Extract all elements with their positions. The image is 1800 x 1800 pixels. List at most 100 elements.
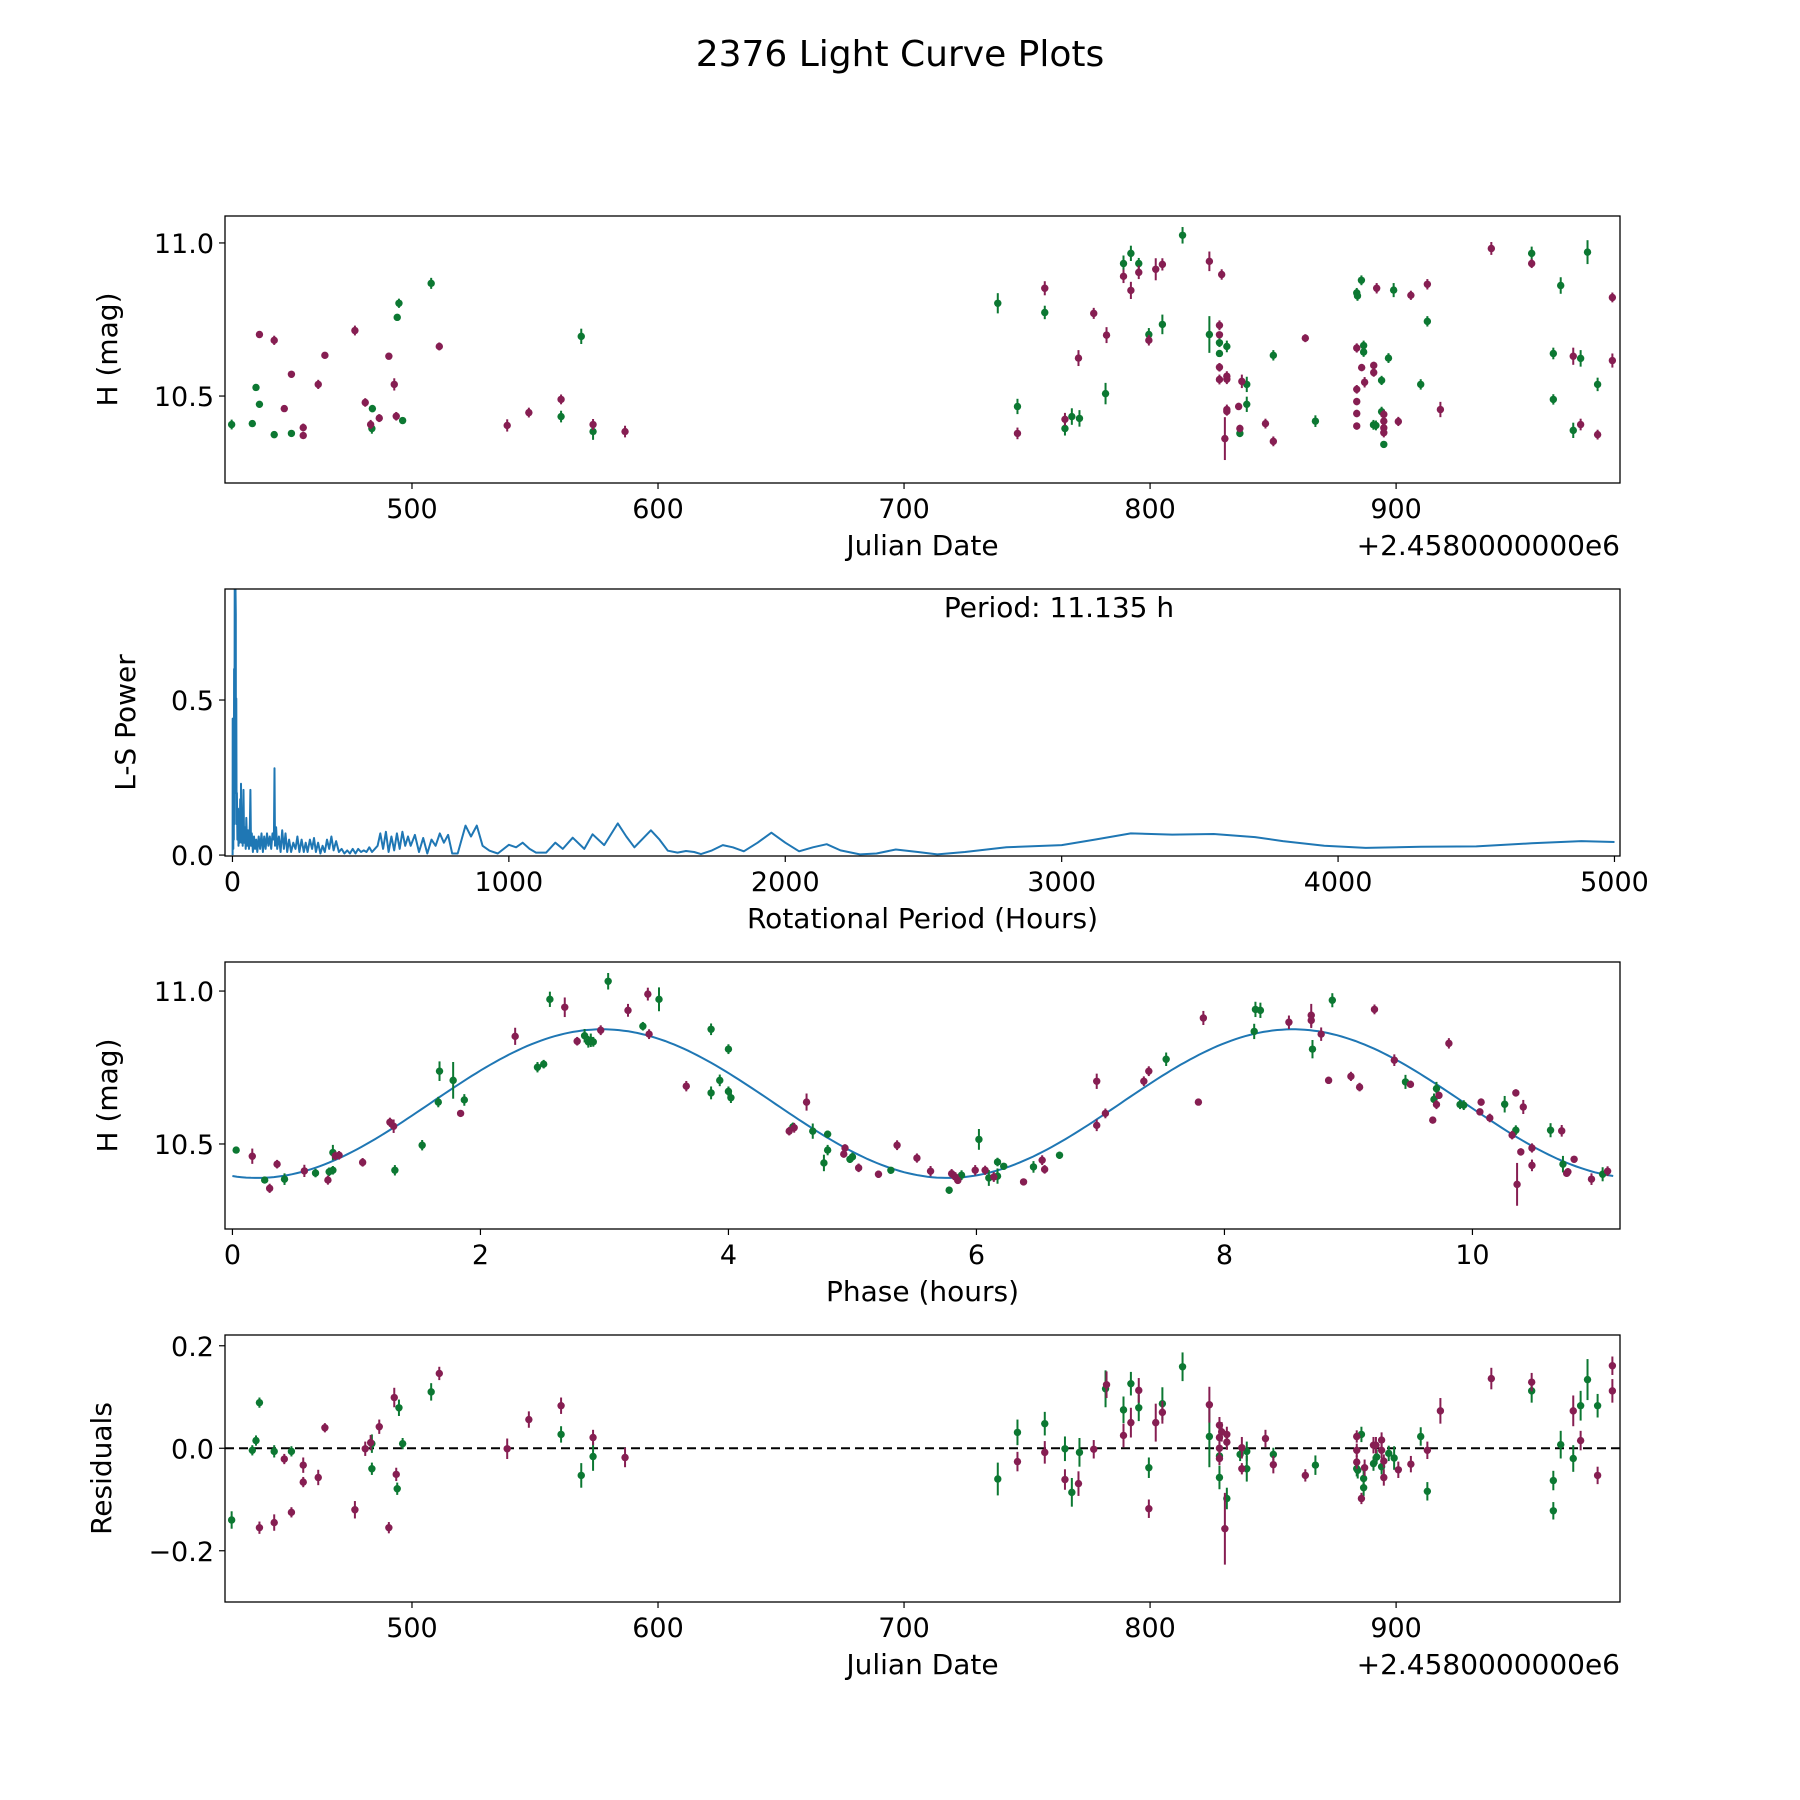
data-marker <box>1549 1507 1558 1515</box>
data-point <box>1476 1108 1484 1116</box>
data-point <box>314 379 322 389</box>
data-marker <box>392 1470 400 1479</box>
data-marker <box>1223 407 1231 416</box>
data-point <box>1608 353 1617 368</box>
data-marker <box>557 395 565 404</box>
data-marker <box>1380 1473 1388 1482</box>
data-marker <box>820 1159 828 1167</box>
data-marker <box>1353 397 1361 406</box>
data-marker <box>248 1446 257 1455</box>
data-marker <box>1576 420 1585 429</box>
y-tick-label: −0.2 <box>148 1537 214 1568</box>
data-marker <box>1199 1014 1208 1022</box>
light-curve-plot-area <box>227 227 1617 461</box>
data-point <box>1243 396 1251 412</box>
data-marker <box>391 1166 399 1174</box>
data-point <box>1549 347 1558 360</box>
data-point <box>1127 245 1135 262</box>
data-marker <box>1562 1169 1571 1178</box>
data-point <box>1250 1023 1258 1040</box>
data-marker <box>1423 317 1432 326</box>
data-marker <box>1432 1084 1441 1093</box>
data-marker <box>1527 259 1536 268</box>
data-marker <box>1061 1475 1069 1484</box>
data-point <box>1162 1052 1170 1066</box>
data-point <box>287 1446 296 1457</box>
data-marker <box>265 1184 274 1193</box>
data-point <box>1423 1482 1432 1501</box>
data-marker <box>1390 1056 1399 1064</box>
data-marker <box>557 1430 565 1439</box>
data-marker <box>1384 354 1393 362</box>
data-point <box>1090 1440 1098 1459</box>
data-point <box>434 1096 442 1108</box>
data-marker <box>260 1176 269 1184</box>
data-point <box>1324 1076 1333 1085</box>
data-marker <box>1119 259 1128 268</box>
data-marker <box>1359 1474 1368 1483</box>
data-point <box>1353 291 1362 301</box>
data-marker <box>392 412 400 420</box>
data-marker <box>913 1154 921 1162</box>
data-point <box>1369 1456 1378 1471</box>
data-marker <box>1486 1114 1494 1122</box>
periodogram-panel: 0 1000 2000 3000 4000 5000 0.0 0.5 Rotational Pe… <box>109 588 1649 935</box>
data-point <box>1512 1089 1520 1097</box>
data-point <box>1127 1407 1135 1438</box>
data-marker <box>1269 1450 1278 1459</box>
data-point <box>573 1036 581 1046</box>
data-point <box>1223 407 1231 416</box>
data-point <box>1328 993 1337 1008</box>
data-point <box>1394 416 1403 427</box>
data-point <box>1353 1430 1361 1443</box>
data-marker <box>1549 349 1558 358</box>
data-marker <box>449 1076 457 1085</box>
data-marker <box>1328 996 1337 1004</box>
data-marker <box>971 1166 979 1174</box>
axes-frame <box>224 961 1621 1230</box>
data-marker <box>1075 1448 1084 1457</box>
data-marker <box>252 383 260 392</box>
data-marker <box>1406 1080 1415 1089</box>
data-point <box>1068 1477 1076 1507</box>
data-point <box>1593 1393 1602 1418</box>
data-point <box>375 414 383 423</box>
data-point <box>1093 1073 1101 1089</box>
x-tick-label: 0 <box>224 1240 241 1271</box>
data-marker <box>589 427 597 436</box>
data-marker <box>395 299 403 307</box>
data-marker <box>1119 1406 1128 1414</box>
data-marker <box>1068 412 1076 421</box>
data-point <box>1380 1469 1388 1486</box>
data-point <box>1372 420 1380 431</box>
data-marker <box>589 420 597 429</box>
data-point <box>1140 1076 1148 1087</box>
data-marker <box>539 1060 548 1068</box>
data-point <box>1435 1091 1443 1100</box>
data-marker <box>1217 270 1226 279</box>
data-point <box>299 1476 307 1488</box>
data-marker <box>255 400 264 409</box>
data-point <box>1517 1148 1525 1156</box>
data-point <box>314 1469 322 1486</box>
data-point <box>1380 428 1388 438</box>
data-point <box>887 1166 895 1174</box>
y-tick-label: 10.5 <box>154 1130 214 1161</box>
y-axis-label: L-S Power <box>109 654 142 791</box>
data-marker <box>314 1473 322 1482</box>
data-point <box>1406 1080 1415 1089</box>
data-marker <box>435 1369 443 1378</box>
data-marker <box>1429 1116 1437 1124</box>
data-point <box>854 1163 863 1173</box>
data-marker <box>1435 1091 1443 1100</box>
data-marker <box>1215 1454 1224 1463</box>
data-point <box>390 1387 398 1408</box>
data-marker <box>1324 1076 1333 1085</box>
data-marker <box>1205 257 1214 266</box>
data-marker <box>981 1166 989 1174</box>
data-point <box>1423 279 1432 290</box>
data-point <box>227 1511 236 1529</box>
data-marker <box>1513 1180 1521 1189</box>
data-marker <box>790 1124 798 1132</box>
